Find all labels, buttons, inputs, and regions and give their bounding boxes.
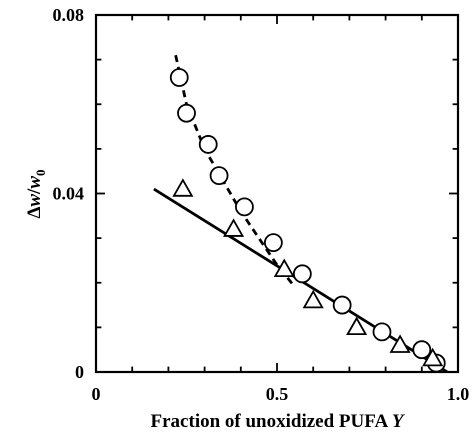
circle-marker <box>292 264 312 284</box>
triangle-marker <box>422 347 444 367</box>
x-tick-label: 0.5 <box>266 384 289 404</box>
circle-marker <box>332 295 352 315</box>
plot-frame <box>94 13 460 374</box>
circle-marker <box>198 135 218 154</box>
triangle-marker <box>389 334 411 353</box>
x-tick-label: 0 <box>92 384 101 404</box>
y-axis-title: Δw/w0 <box>24 169 48 218</box>
axis-tick-labels: 0 0.5 1.0 0 0.04 0.08 <box>53 5 470 404</box>
data-markers <box>169 68 446 373</box>
dashed-fit-line <box>174 54 297 289</box>
triangle-marker <box>273 258 295 278</box>
axis-ticks <box>95 14 459 373</box>
triangle-marker <box>172 178 194 197</box>
fit-lines <box>153 54 448 374</box>
circle-marker <box>177 103 196 123</box>
y-tick-label: 0.08 <box>53 5 85 25</box>
triangle-marker <box>223 218 245 237</box>
y-tick-label: 0 <box>75 362 84 382</box>
y-tick-label: 0.04 <box>53 184 85 204</box>
circle-marker <box>209 166 229 186</box>
circle-marker <box>169 68 189 87</box>
circle-marker <box>412 340 432 360</box>
circle-marker <box>372 322 392 342</box>
circle-marker <box>263 233 283 252</box>
triangle-marker <box>346 316 368 336</box>
x-axis-title: Fraction of unoxidized PUFA Y <box>151 411 406 432</box>
triangle-marker <box>302 289 324 309</box>
circle-marker <box>235 197 254 217</box>
x-tick-label: 1.0 <box>447 384 470 404</box>
